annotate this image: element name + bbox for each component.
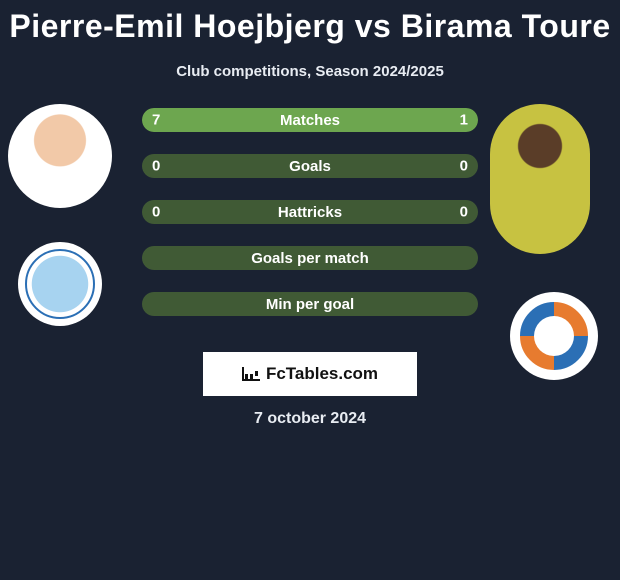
club-left-logo (18, 242, 102, 326)
stat-label: Goals per match (251, 250, 369, 267)
stat-label: Goals (289, 158, 331, 175)
stat-value-left: 0 (152, 158, 160, 175)
bar-fill-right (436, 108, 478, 132)
site-badge-label: FcTables.com (266, 364, 378, 384)
subtitle: Club competitions, Season 2024/2025 (0, 63, 620, 80)
player-right-photo (490, 104, 590, 254)
stat-label: Min per goal (266, 296, 354, 313)
stat-value-left: 0 (152, 204, 160, 221)
stat-row: 0 0 Goals (142, 154, 478, 178)
stat-value-right: 1 (460, 112, 468, 129)
stat-row: 7 1 Matches (142, 108, 478, 132)
date-label: 7 october 2024 (0, 410, 620, 428)
avatar (490, 104, 590, 254)
stat-value-left: 7 (152, 112, 160, 129)
club-right-logo (510, 292, 598, 380)
stat-row: 0 0 Hattricks (142, 200, 478, 224)
chart-icon (242, 367, 260, 381)
stat-bars: 7 1 Matches 0 0 Goals 0 0 Hattricks Goals per mat… (142, 108, 478, 316)
stat-value-right: 0 (460, 158, 468, 175)
site-badge: FcTables.com (203, 352, 417, 396)
comparison-area: 7 1 Matches 0 0 Goals 0 0 Hattricks Goals per mat… (0, 108, 620, 316)
avatar (8, 104, 112, 208)
page-title: Pierre-Emil Hoejbjerg vs Birama Toure (0, 0, 620, 45)
stat-label: Matches (280, 112, 340, 129)
marseille-logo-icon (25, 249, 95, 319)
stat-row: Min per goal (142, 292, 478, 316)
stat-row: Goals per match (142, 246, 478, 270)
montpellier-logo-icon (517, 299, 591, 373)
stat-value-right: 0 (460, 204, 468, 221)
stat-label: Hattricks (278, 204, 342, 221)
player-left-photo (8, 104, 112, 208)
